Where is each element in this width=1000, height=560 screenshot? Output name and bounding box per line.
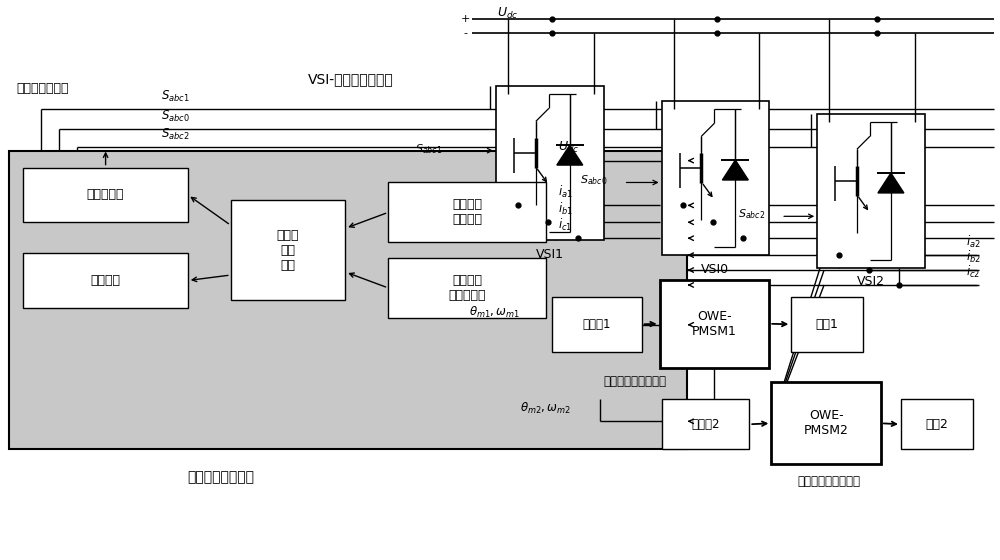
Text: $i_{b2}$: $i_{b2}$ <box>966 249 981 265</box>
Bar <box>817 114 925 268</box>
Text: 编码夨2: 编码夨2 <box>691 418 720 431</box>
Text: $\theta_{m1},\omega_{m1}$: $\theta_{m1},\omega_{m1}$ <box>469 305 520 320</box>
Text: VSI-电压源型逆变器: VSI-电压源型逆变器 <box>308 72 393 86</box>
Text: 预测电流控制单元: 预测电流控制单元 <box>187 470 254 484</box>
Bar <box>662 399 749 449</box>
Bar <box>388 258 546 318</box>
Polygon shape <box>878 173 904 193</box>
Text: -: - <box>463 28 467 38</box>
Text: 无差拍
预测
控制: 无差拍 预测 控制 <box>277 228 299 272</box>
Text: 负载2: 负载2 <box>925 418 948 431</box>
Text: 占空比计算: 占空比计算 <box>87 188 124 202</box>
Bar <box>9 151 687 449</box>
Text: $i_{a1}$: $i_{a1}$ <box>558 184 573 200</box>
Bar <box>496 86 604 240</box>
Bar <box>662 101 769 255</box>
Text: $S_{abc2}$: $S_{abc2}$ <box>161 127 190 142</box>
Text: $S_{abc0}$: $S_{abc0}$ <box>580 174 608 188</box>
Bar <box>23 167 188 222</box>
Text: $U_{dc}$: $U_{dc}$ <box>497 6 518 21</box>
Bar <box>791 297 863 352</box>
Bar <box>901 399 973 449</box>
Bar <box>23 253 188 308</box>
Bar <box>552 297 642 352</box>
Text: $S_{abc1}$: $S_{abc1}$ <box>415 142 442 156</box>
Text: OWE-
PMSM2: OWE- PMSM2 <box>804 409 849 437</box>
Polygon shape <box>557 145 583 165</box>
Text: $U_{dc}$: $U_{dc}$ <box>558 139 579 155</box>
Text: VSI0: VSI0 <box>701 263 729 276</box>
Bar <box>231 200 345 300</box>
Text: $i_{c1}$: $i_{c1}$ <box>558 217 572 233</box>
Bar <box>388 183 546 242</box>
Text: $S_{abc2}$: $S_{abc2}$ <box>738 207 765 221</box>
Bar <box>660 280 769 367</box>
Text: 数学模型
预测电流: 数学模型 预测电流 <box>452 198 482 226</box>
Text: 扇区判断: 扇区判断 <box>91 274 121 287</box>
Bar <box>771 382 881 464</box>
Text: 逆变器开关信号: 逆变器开关信号 <box>16 82 69 95</box>
Text: 编码夨1: 编码夨1 <box>582 318 611 331</box>
Text: 开绕组永磁同步电机: 开绕组永磁同步电机 <box>798 475 861 488</box>
Text: $i_{b1}$: $i_{b1}$ <box>558 201 573 217</box>
Polygon shape <box>722 160 748 180</box>
Text: 比例积分
速度调节器: 比例积分 速度调节器 <box>448 274 486 302</box>
Text: $S_{abc0}$: $S_{abc0}$ <box>161 109 190 124</box>
Text: $i_{c2}$: $i_{c2}$ <box>966 264 981 280</box>
Text: VSI1: VSI1 <box>536 248 564 260</box>
Text: +: + <box>460 15 470 24</box>
Text: $S_{abc1}$: $S_{abc1}$ <box>161 89 190 104</box>
Text: 开绕组永磁同步电机: 开绕组永磁同步电机 <box>603 375 666 388</box>
Text: $i_{a2}$: $i_{a2}$ <box>966 234 981 250</box>
Text: $\theta_{m2},\omega_{m2}$: $\theta_{m2},\omega_{m2}$ <box>520 401 571 416</box>
Text: OWE-
PMSM1: OWE- PMSM1 <box>692 310 737 338</box>
Text: 负载1: 负载1 <box>816 318 839 331</box>
Text: VSI2: VSI2 <box>857 276 885 288</box>
